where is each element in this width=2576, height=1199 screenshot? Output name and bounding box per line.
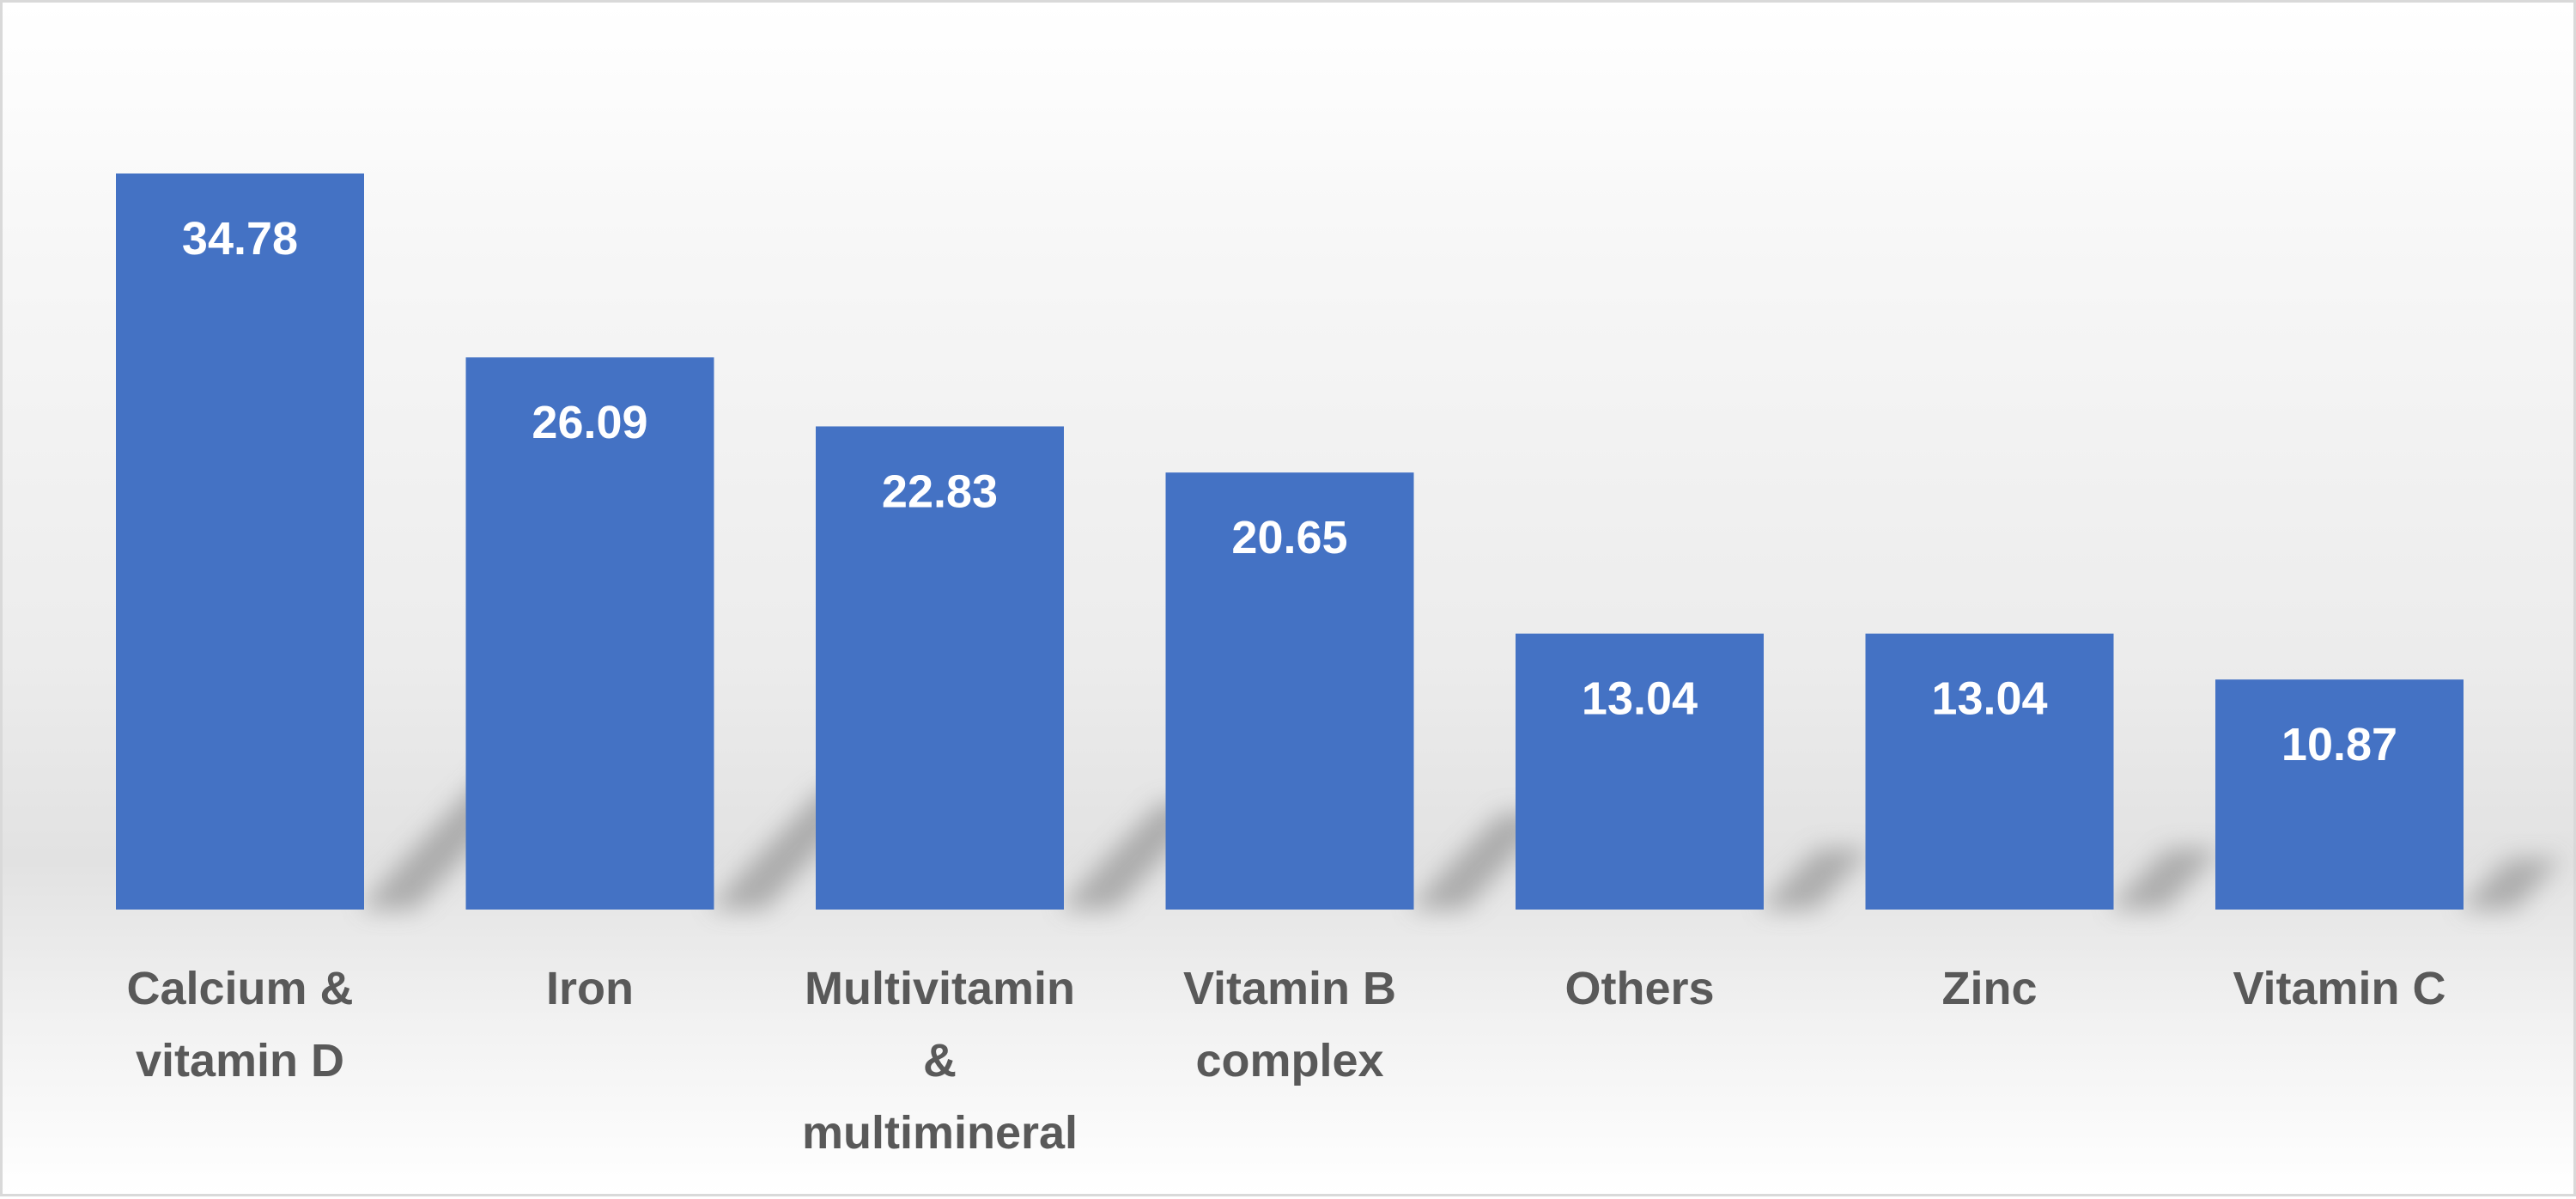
category-label: Calcium & vitamin D	[126, 963, 353, 1086]
bar	[2215, 679, 2464, 910]
bar	[116, 173, 364, 910]
category-label-line: complex	[1195, 1035, 1383, 1086]
data-label: 13.04	[1582, 673, 1698, 725]
data-label: 26.09	[532, 397, 647, 448]
bars	[116, 173, 2464, 910]
category-label-line: Vitamin C	[2233, 963, 2445, 1014]
category-label-line: Vitamin B	[1183, 963, 1396, 1014]
category-label-line: Zinc	[1941, 963, 2037, 1014]
bar	[1165, 472, 1414, 910]
bar	[465, 357, 714, 910]
bar	[816, 426, 1064, 910]
data-label: 10.87	[2281, 719, 2397, 770]
category-label-line: vitamin D	[136, 1035, 344, 1086]
bar	[1865, 633, 2114, 910]
bar-chart: 34.78 26.09 22.83 20.65 13.04 13.04 10.87 Calc…	[116, 173, 2561, 1159]
category-label-line: Calcium &	[126, 963, 353, 1014]
category-label: Others	[1564, 963, 1714, 1014]
bar-shadow	[1764, 849, 1870, 910]
category-label-line: &	[923, 1035, 957, 1086]
category-label-line: Others	[1564, 963, 1714, 1014]
data-label: 34.78	[182, 213, 298, 265]
bar-shadow	[2113, 849, 2221, 910]
category-label: Vitamin B complex	[1183, 963, 1396, 1086]
category-label: Zinc	[1941, 963, 2037, 1014]
bar	[1516, 633, 1764, 910]
category-label: Multivitamin & multimineral	[802, 963, 1078, 1159]
data-label: 20.65	[1231, 512, 1347, 563]
data-label: 13.04	[1931, 673, 2047, 725]
data-labels: 34.78 26.09 22.83 20.65 13.04 13.04 10.87	[182, 213, 2397, 770]
data-label: 22.83	[882, 466, 998, 517]
category-label-line: multimineral	[802, 1107, 1078, 1159]
category-label: Iron	[546, 963, 634, 1014]
category-labels: Calcium & vitamin D Iron Multivitamin & multi…	[126, 963, 2445, 1159]
category-label: Vitamin C	[2233, 963, 2445, 1014]
bar-shadow	[2464, 859, 2561, 910]
category-label-line: Multivitamin	[805, 963, 1075, 1014]
category-label-line: Iron	[546, 963, 634, 1014]
